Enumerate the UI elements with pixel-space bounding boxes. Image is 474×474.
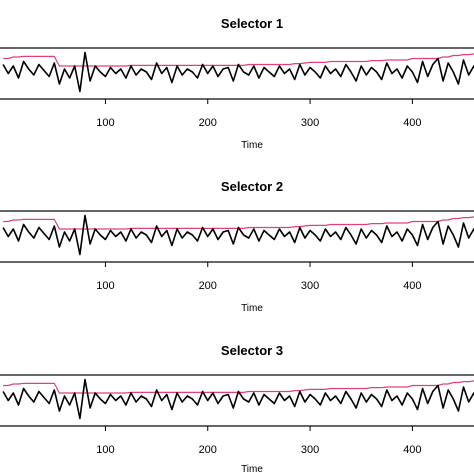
panel-3-x-axis-label: Time [241, 464, 263, 474]
panel-1-plot: 100 200 300 400 [0, 47, 474, 129]
x-tick-label: 200 [199, 444, 217, 456]
plot-frame [0, 374, 474, 427]
x-tick-label: 300 [301, 280, 319, 292]
x-tick-label: 400 [403, 280, 421, 292]
plot-frame [0, 210, 474, 263]
x-tick-label: 200 [199, 280, 217, 292]
x-tick-label: 400 [403, 444, 421, 456]
panel-3-title: Selector 3 [221, 343, 283, 358]
series-line-black [2, 51, 474, 93]
series-line-black [2, 378, 474, 420]
panel-2-x-axis-label: Time [241, 303, 263, 314]
panel-3-plot: 100 200 300 400 [0, 374, 474, 456]
x-tick-label: 100 [96, 117, 114, 129]
panel-1-title: Selector 1 [221, 16, 283, 31]
series-line-black [2, 214, 474, 256]
x-tick-label: 300 [301, 444, 319, 456]
x-tick-label: 300 [301, 117, 319, 129]
x-tick-label: 200 [199, 117, 217, 129]
plot-frame [0, 47, 474, 100]
x-tick-label: 400 [403, 117, 421, 129]
panel-2-plot: 100 200 300 400 [0, 210, 474, 292]
panel-2-title: Selector 2 [221, 179, 283, 194]
panel-1-x-axis-label: Time [241, 140, 263, 151]
x-tick-label: 100 [96, 444, 114, 456]
x-tick-label: 100 [96, 280, 114, 292]
